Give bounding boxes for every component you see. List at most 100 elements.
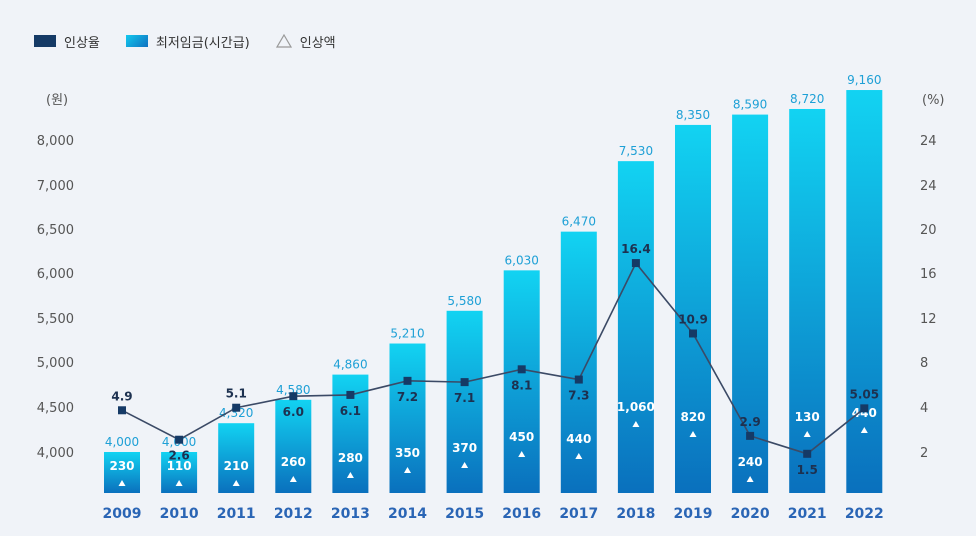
left-tick-label: 7,000 — [37, 179, 74, 194]
rate-point — [689, 329, 697, 338]
year-label: 2021 — [788, 506, 827, 522]
year-label: 2010 — [160, 506, 199, 522]
wage-swatch — [125, 35, 148, 47]
rate-value-label: 8.1 — [511, 378, 532, 392]
rate-point — [860, 404, 869, 413]
wage-value-label: 4,580 — [276, 383, 310, 397]
rate-value-label: 2.9 — [739, 415, 760, 429]
left-tick-label: 5,000 — [37, 356, 74, 371]
increase-value-label: 210 — [224, 459, 249, 473]
rate-value-label: 6.1 — [340, 404, 361, 418]
rate-point — [460, 378, 469, 387]
year-label: 2018 — [616, 506, 655, 522]
rate-point — [175, 435, 184, 444]
year-label: 2014 — [388, 506, 427, 522]
rate-point — [118, 406, 126, 415]
wage-value-label: 4,320 — [219, 406, 253, 420]
rate-point — [574, 375, 583, 384]
increase-value-label: 260 — [281, 455, 306, 469]
year-label: 2017 — [559, 506, 598, 522]
legend-wage-label: 최저임금(시간급) — [155, 35, 250, 51]
year-label: 2011 — [217, 506, 256, 522]
year-label: 2022 — [845, 506, 884, 522]
rate-point — [746, 431, 755, 440]
year-label: 2012 — [274, 506, 313, 522]
increase-triangle-marker — [461, 462, 469, 468]
rate-value-label: 7.1 — [454, 391, 475, 405]
legend-item-rate: 인상율 — [34, 32, 100, 51]
right-axis-unit: (%) — [922, 93, 945, 108]
increase-value-label: 280 — [338, 451, 363, 465]
increase-value-label: 240 — [738, 455, 763, 469]
increase-triangle-marker — [175, 480, 183, 486]
increase-triangle-marker — [575, 453, 583, 459]
increase-value-label: 1,060 — [617, 400, 655, 414]
rate-point — [232, 403, 241, 412]
rate-value-label: 1.5 — [797, 463, 818, 477]
right-axis-ticks: 24 24 20 16 12 8 4 2 — [920, 134, 937, 461]
wage-value-label: 8,350 — [676, 108, 710, 122]
wage-bar — [617, 161, 654, 493]
increase-value-label: 440 — [566, 432, 591, 446]
wage-value-label: 5,580 — [447, 294, 481, 308]
left-tick-label: 4,500 — [37, 401, 74, 416]
left-axis-ticks: 8,000 7,000 6,500 6,000 5,500 5,000 4,500 4,000 — [37, 134, 74, 461]
left-tick-label: 5,500 — [37, 312, 74, 327]
increase-triangle-marker — [803, 431, 811, 437]
bar-value-labels: 4,0004,0004,3204,5804,8605,2105,5806,030… — [105, 73, 882, 449]
wage-bar — [161, 452, 198, 493]
rate-value-label: 16.4 — [621, 242, 651, 256]
left-tick-label: 4,000 — [37, 446, 74, 461]
year-label: 2020 — [731, 506, 770, 522]
legend: 인상율 최저임금(시간급) 인상액 — [34, 30, 362, 52]
increase-triangle-marker — [860, 427, 868, 433]
increase-triangle-marker — [289, 476, 297, 482]
increase-value-label: 230 — [109, 459, 134, 473]
right-tick-label: 4 — [920, 401, 928, 416]
increase-value-label: 350 — [395, 446, 420, 460]
increase-triangle-marker — [118, 480, 126, 486]
left-tick-label: 8,000 — [37, 134, 74, 149]
right-tick-label: 24 — [920, 179, 937, 194]
increase-value-label: 820 — [680, 410, 705, 424]
rate-value-label: 7.3 — [568, 389, 589, 403]
right-tick-label: 12 — [920, 312, 937, 327]
legend-rate-label: 인상율 — [64, 35, 100, 51]
right-tick-label: 2 — [920, 446, 928, 461]
wage-value-label: 6,470 — [562, 215, 596, 229]
year-label: 2015 — [445, 506, 484, 522]
right-tick-label: 20 — [920, 223, 937, 238]
rate-value-label: 6.0 — [283, 405, 304, 419]
right-tick-label: 8 — [920, 356, 928, 371]
rate-point — [403, 376, 412, 385]
left-axis-unit: (원) — [46, 93, 68, 108]
wage-value-label: 7,530 — [619, 144, 653, 158]
wage-bar — [732, 114, 769, 493]
right-tick-label: 16 — [920, 267, 937, 282]
increase-markers: 230 110 210 260 280 350 370 450 440 1,060 820 240 13… — [109, 400, 877, 486]
increase-value-label: 110 — [167, 459, 192, 473]
increase-value-label: 440 — [852, 406, 877, 420]
wage-value-label: 8,720 — [790, 92, 824, 106]
wage-value-label: 5,210 — [390, 327, 424, 341]
increase-triangle-marker — [746, 476, 754, 482]
wage-value-label: 4,860 — [333, 358, 367, 372]
bar-series — [104, 90, 883, 494]
right-tick-label: 24 — [920, 134, 937, 149]
rate-line-series: 4.9 2.6 5.1 6.0 6.1 7.2 7.1 8.1 7.3 16.4 10.9 2.9 1.… — [111, 242, 879, 477]
year-label: 2016 — [502, 506, 541, 522]
rate-value-label: 4.9 — [111, 389, 132, 403]
rate-point — [346, 390, 355, 399]
increase-value-label: 450 — [509, 430, 534, 444]
legend-increase-label: 인상액 — [299, 35, 336, 51]
triangle-icon — [275, 34, 292, 48]
increase-value-label: 130 — [795, 410, 820, 424]
rate-value-label: 2.6 — [168, 449, 189, 463]
year-label: 2009 — [103, 506, 142, 522]
wage-bar — [104, 452, 140, 493]
increase-triangle-marker — [346, 472, 354, 478]
wage-bar — [846, 90, 883, 494]
rate-value-label: 7.2 — [397, 390, 418, 404]
legend-item-increase: 인상액 — [275, 32, 336, 51]
